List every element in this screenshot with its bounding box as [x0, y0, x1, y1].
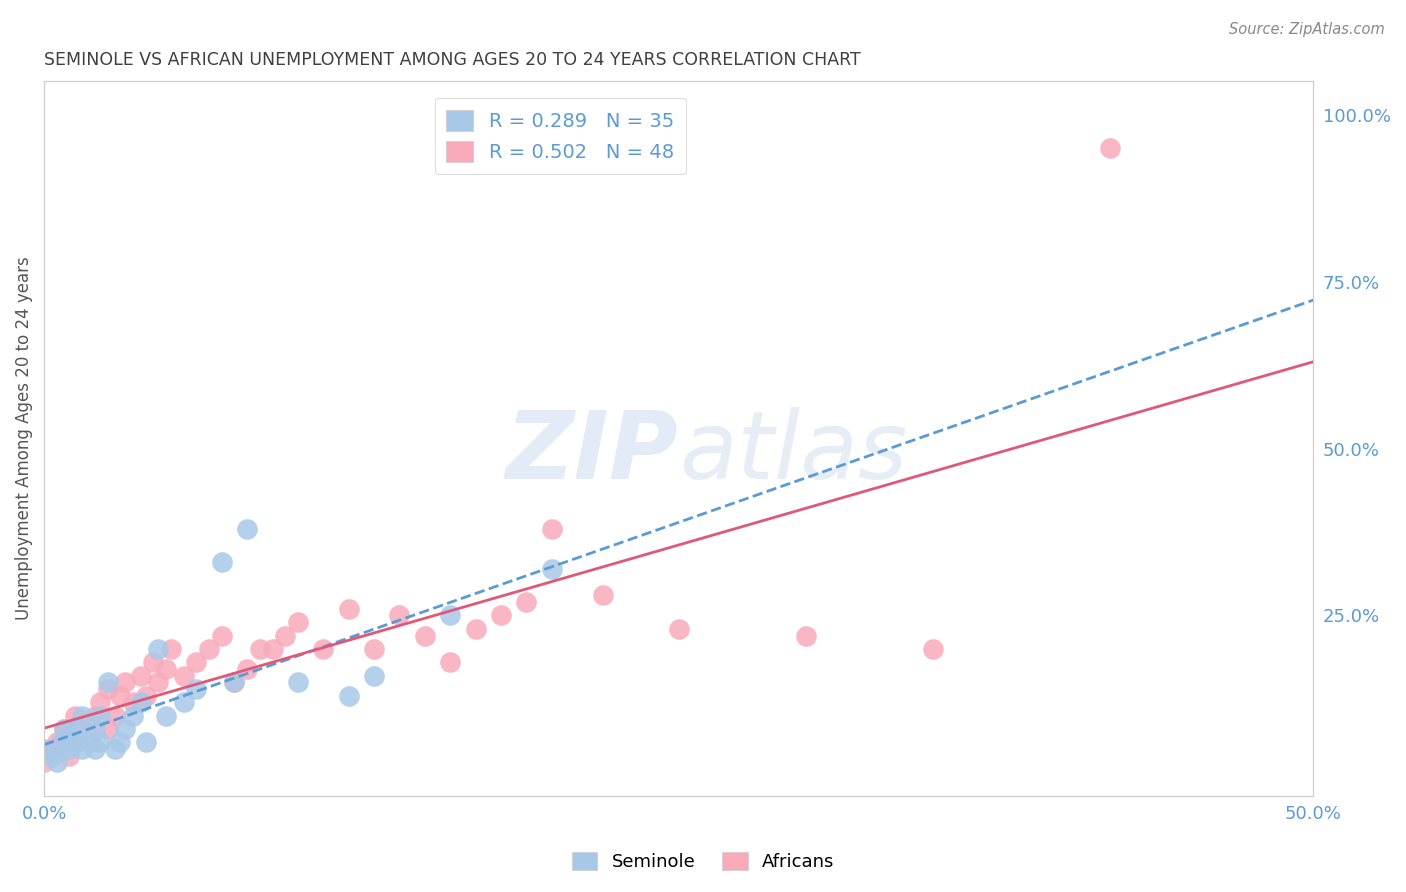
Point: [236, 522, 259, 536]
Point: [104, 742, 127, 756]
Point: [464, 622, 486, 636]
Point: [592, 589, 614, 603]
Point: [104, 708, 127, 723]
Point: [142, 655, 165, 669]
Point: [51, 735, 73, 749]
Point: [110, 689, 132, 703]
Point: [921, 641, 943, 656]
Point: [45, 735, 67, 749]
Point: [97, 675, 120, 690]
Point: [363, 641, 385, 656]
Point: [439, 608, 461, 623]
Point: [58, 748, 80, 763]
Point: [160, 641, 183, 656]
Point: [83, 708, 105, 723]
Point: [186, 681, 208, 696]
Point: [122, 695, 145, 709]
Point: [114, 722, 136, 736]
Point: [337, 602, 360, 616]
Text: SEMINOLE VS AFRICAN UNEMPLOYMENT AMONG AGES 20 TO 24 YEARS CORRELATION CHART: SEMINOLE VS AFRICAN UNEMPLOYMENT AMONG A…: [44, 51, 860, 69]
Point: [224, 675, 246, 690]
Point: [89, 735, 111, 749]
Point: [439, 655, 461, 669]
Point: [122, 708, 145, 723]
Point: [129, 668, 152, 682]
Point: [66, 722, 89, 736]
Point: [148, 675, 170, 690]
Point: [198, 641, 221, 656]
Point: [211, 628, 233, 642]
Point: [186, 655, 208, 669]
Point: [41, 748, 63, 763]
Point: [53, 722, 76, 736]
Point: [129, 695, 152, 709]
Point: [262, 641, 284, 656]
Point: [155, 662, 177, 676]
Point: [540, 522, 562, 536]
Text: ZIP: ZIP: [506, 407, 679, 499]
Point: [114, 675, 136, 690]
Point: [58, 742, 80, 756]
Point: [515, 595, 537, 609]
Text: atlas: atlas: [679, 408, 907, 499]
Point: [173, 695, 195, 709]
Point: [1099, 141, 1122, 155]
Point: [83, 722, 105, 736]
Point: [32, 756, 55, 770]
Point: [97, 681, 120, 696]
Point: [135, 689, 157, 703]
Point: [337, 689, 360, 703]
Point: [53, 722, 76, 736]
Point: [224, 675, 246, 690]
Point: [211, 555, 233, 569]
Point: [668, 622, 690, 636]
Point: [135, 735, 157, 749]
Legend: Seminole, Africans: Seminole, Africans: [564, 845, 842, 879]
Point: [70, 708, 93, 723]
Point: [66, 735, 89, 749]
Point: [540, 562, 562, 576]
Point: [173, 668, 195, 682]
Point: [97, 722, 120, 736]
Y-axis label: Unemployment Among Ages 20 to 24 years: Unemployment Among Ages 20 to 24 years: [15, 257, 32, 621]
Point: [489, 608, 512, 623]
Point: [45, 756, 67, 770]
Point: [89, 695, 111, 709]
Point: [274, 628, 297, 642]
Point: [79, 729, 101, 743]
Point: [32, 742, 55, 756]
Point: [63, 735, 86, 749]
Point: [155, 708, 177, 723]
Point: [287, 615, 309, 629]
Point: [794, 628, 817, 642]
Point: [287, 675, 309, 690]
Point: [312, 641, 335, 656]
Point: [89, 708, 111, 723]
Point: [249, 641, 271, 656]
Point: [63, 708, 86, 723]
Point: [83, 742, 105, 756]
Point: [58, 729, 80, 743]
Text: Source: ZipAtlas.com: Source: ZipAtlas.com: [1229, 22, 1385, 37]
Point: [79, 735, 101, 749]
Point: [70, 742, 93, 756]
Legend: R = 0.289   N = 35, R = 0.502   N = 48: R = 0.289 N = 35, R = 0.502 N = 48: [434, 98, 686, 174]
Point: [363, 668, 385, 682]
Point: [70, 722, 93, 736]
Point: [110, 735, 132, 749]
Point: [236, 662, 259, 676]
Point: [148, 641, 170, 656]
Point: [413, 628, 436, 642]
Point: [41, 742, 63, 756]
Point: [388, 608, 411, 623]
